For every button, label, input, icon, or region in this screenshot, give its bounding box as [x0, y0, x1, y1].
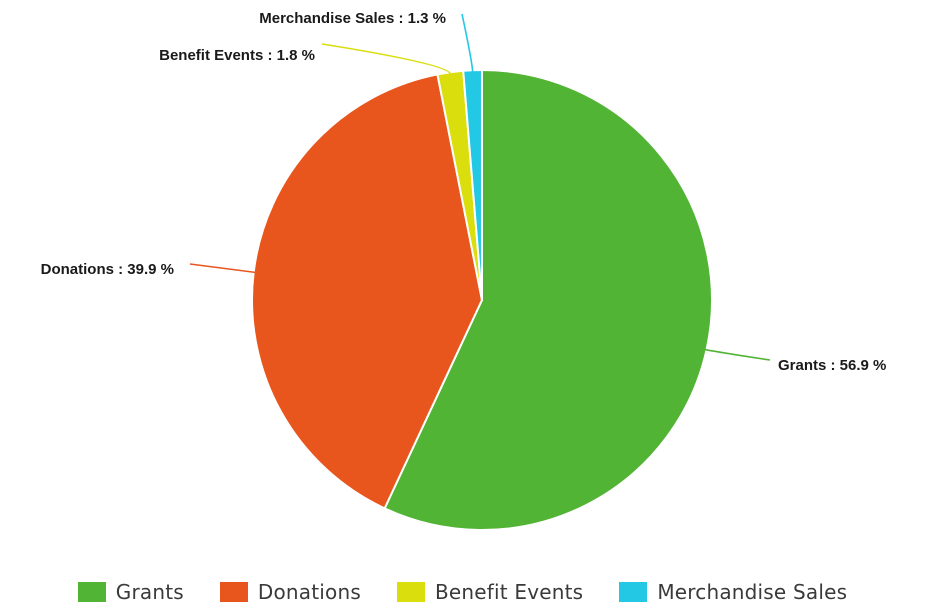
legend-swatch-grants — [77, 582, 106, 602]
leader-line-grants — [704, 348, 771, 361]
legend-item-merchandise-sales[interactable]: Merchandise Sales — [619, 580, 847, 604]
data-label-donations: Donations : 39.9 % — [41, 261, 174, 278]
legend-swatch-benefit-events — [396, 582, 425, 602]
data-label-merchandise-sales: Merchandise Sales : 1.3 % — [259, 10, 446, 27]
pie-slices — [251, 69, 714, 531]
data-labels: Grants : 56.9 % Donations : 39.9 % Benefit… — [41, 10, 887, 374]
leader-line-donations — [189, 263, 256, 274]
data-label-benefit-events: Benefit Events : 1.8 % — [159, 47, 315, 64]
legend-swatch-donations — [219, 582, 248, 602]
legend: Grants Donations Benefit Events Merchandise… — [0, 575, 925, 609]
legend-item-donations[interactable]: Donations — [219, 580, 361, 604]
legend-item-grants[interactable]: Grants — [77, 580, 184, 604]
legend-label-benefit-events: Benefit Events — [434, 580, 584, 604]
legend-label-merchandise-sales: Merchandise Sales — [657, 580, 848, 604]
legend-item-benefit-events[interactable]: Benefit Events — [396, 580, 584, 604]
pie-chart: Grants : 56.9 % Donations : 39.9 % Benefit… — [41, 10, 887, 531]
leader-line-merchandise-sales — [461, 13, 474, 73]
leader-lines — [189, 13, 771, 361]
leader-line-benefit-events — [321, 43, 452, 75]
data-label-grants: Grants : 56.9 % — [778, 357, 886, 374]
legend-label-donations: Donations — [257, 580, 361, 604]
legend-swatch-merchandise-sales — [619, 582, 648, 602]
legend-label-grants: Grants — [115, 580, 184, 604]
